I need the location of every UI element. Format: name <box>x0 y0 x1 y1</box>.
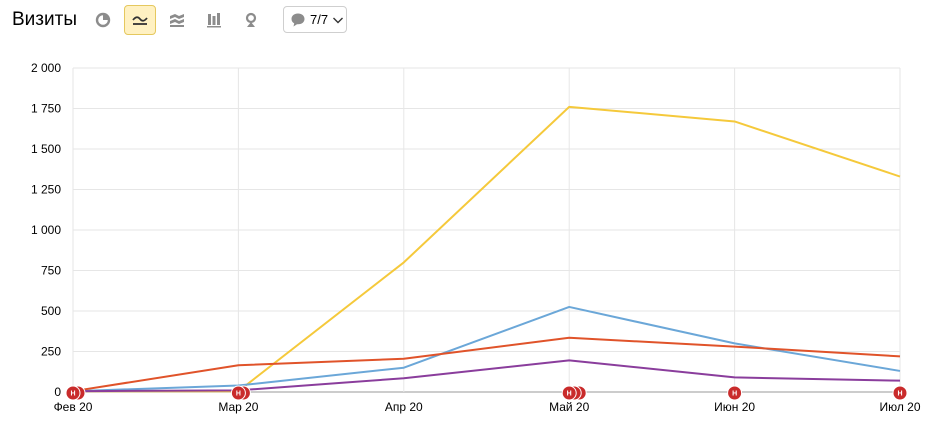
annotation-marker-label: Н <box>897 391 902 398</box>
x-tick-label: Июн 20 <box>714 400 755 414</box>
annotations-count: 7/7 <box>310 12 329 27</box>
y-tick-label: 1 750 <box>31 102 61 116</box>
chart-title: Визиты <box>12 9 77 30</box>
y-tick-label: 500 <box>41 304 61 318</box>
x-tick-label: Июл 20 <box>879 400 920 414</box>
annotations-dropdown[interactable]: 7/7 <box>283 6 347 33</box>
annotation-marker-label: Н <box>70 391 75 398</box>
y-tick-label: 1 500 <box>31 142 61 156</box>
line-chart: 0 250 500 750 1 000 1 250 1 500 1 750 2 000 Фев 2… <box>31 61 921 414</box>
annotation-marker[interactable] <box>727 385 743 401</box>
stacked-bar-icon <box>207 13 221 28</box>
annotation-marker-label: Н <box>732 391 737 398</box>
x-tick-label: Мар 20 <box>218 400 258 414</box>
x-tick-label: Фев 20 <box>54 400 93 414</box>
y-tick-label: 0 <box>54 385 61 399</box>
map-pin-icon <box>245 12 257 27</box>
x-tick-label: Май 20 <box>549 400 590 414</box>
annotation-marker[interactable] <box>230 385 246 401</box>
x-tick-label: Апр 20 <box>385 400 423 414</box>
stacked-area-button[interactable] <box>161 5 193 35</box>
chevron-down-icon <box>333 17 344 23</box>
annotation-marker[interactable] <box>561 385 577 401</box>
annotation-marker-label: Н <box>567 391 572 398</box>
stacked-area-icon <box>170 14 184 27</box>
pie-chart-button[interactable] <box>87 5 119 35</box>
line-chart-button[interactable] <box>124 5 156 35</box>
pie-chart-icon <box>95 12 111 28</box>
y-tick-label: 750 <box>41 264 61 278</box>
y-tick-label: 2 000 <box>31 61 61 75</box>
line-chart-icon <box>132 16 148 25</box>
annotation-marker[interactable] <box>65 385 81 401</box>
series-line-3[interactable] <box>72 336 901 393</box>
chart-toolbar: Визиты <box>0 0 935 40</box>
annotation-marker[interactable] <box>892 385 908 401</box>
y-tick-label: 1 250 <box>31 183 61 197</box>
y-tick-label: 250 <box>41 345 61 359</box>
series-line-4[interactable] <box>72 359 901 393</box>
map-pin-button[interactable] <box>235 5 267 35</box>
comment-icon <box>291 13 305 26</box>
y-tick-label: 1 000 <box>31 223 61 237</box>
stacked-bar-button[interactable] <box>198 5 230 35</box>
annotation-marker-label: Н <box>236 391 241 398</box>
